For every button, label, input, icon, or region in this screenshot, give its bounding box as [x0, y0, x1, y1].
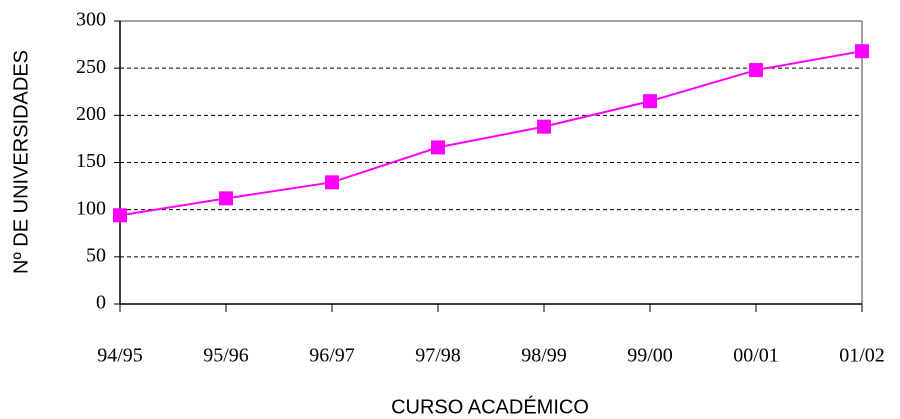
marker	[113, 208, 127, 223]
x-tick-label: 00/01	[733, 345, 779, 367]
x-tick-label: 99/00	[627, 345, 673, 367]
x-axis-title: CURSO ACADÉMICO	[391, 395, 589, 418]
y-axis-title: Nº DE UNIVERSIDADES	[10, 50, 32, 274]
y-tick-label: 200	[76, 103, 106, 125]
y-tick-label: 50	[86, 244, 106, 266]
marker	[855, 44, 869, 59]
marker	[219, 191, 233, 206]
y-tick-label: 250	[76, 56, 106, 78]
y-tick-label: 300	[76, 9, 106, 31]
x-tick-label: 97/98	[415, 345, 461, 367]
marker	[537, 119, 551, 134]
marker	[431, 140, 445, 155]
x-tick-label: 96/97	[309, 345, 355, 367]
x-tick-label: 95/96	[203, 345, 249, 367]
y-tick-label: 0	[96, 292, 106, 314]
x-tick-label: 01/02	[839, 345, 885, 367]
marker	[325, 175, 339, 190]
line	[119, 50, 863, 217]
y-tick-label: 100	[76, 197, 106, 219]
marker	[749, 63, 763, 78]
x-tick-label: 94/95	[97, 345, 143, 367]
marker	[643, 94, 657, 109]
y-tick-label: 150	[76, 150, 106, 172]
x-tick-label: 98/99	[521, 345, 567, 367]
